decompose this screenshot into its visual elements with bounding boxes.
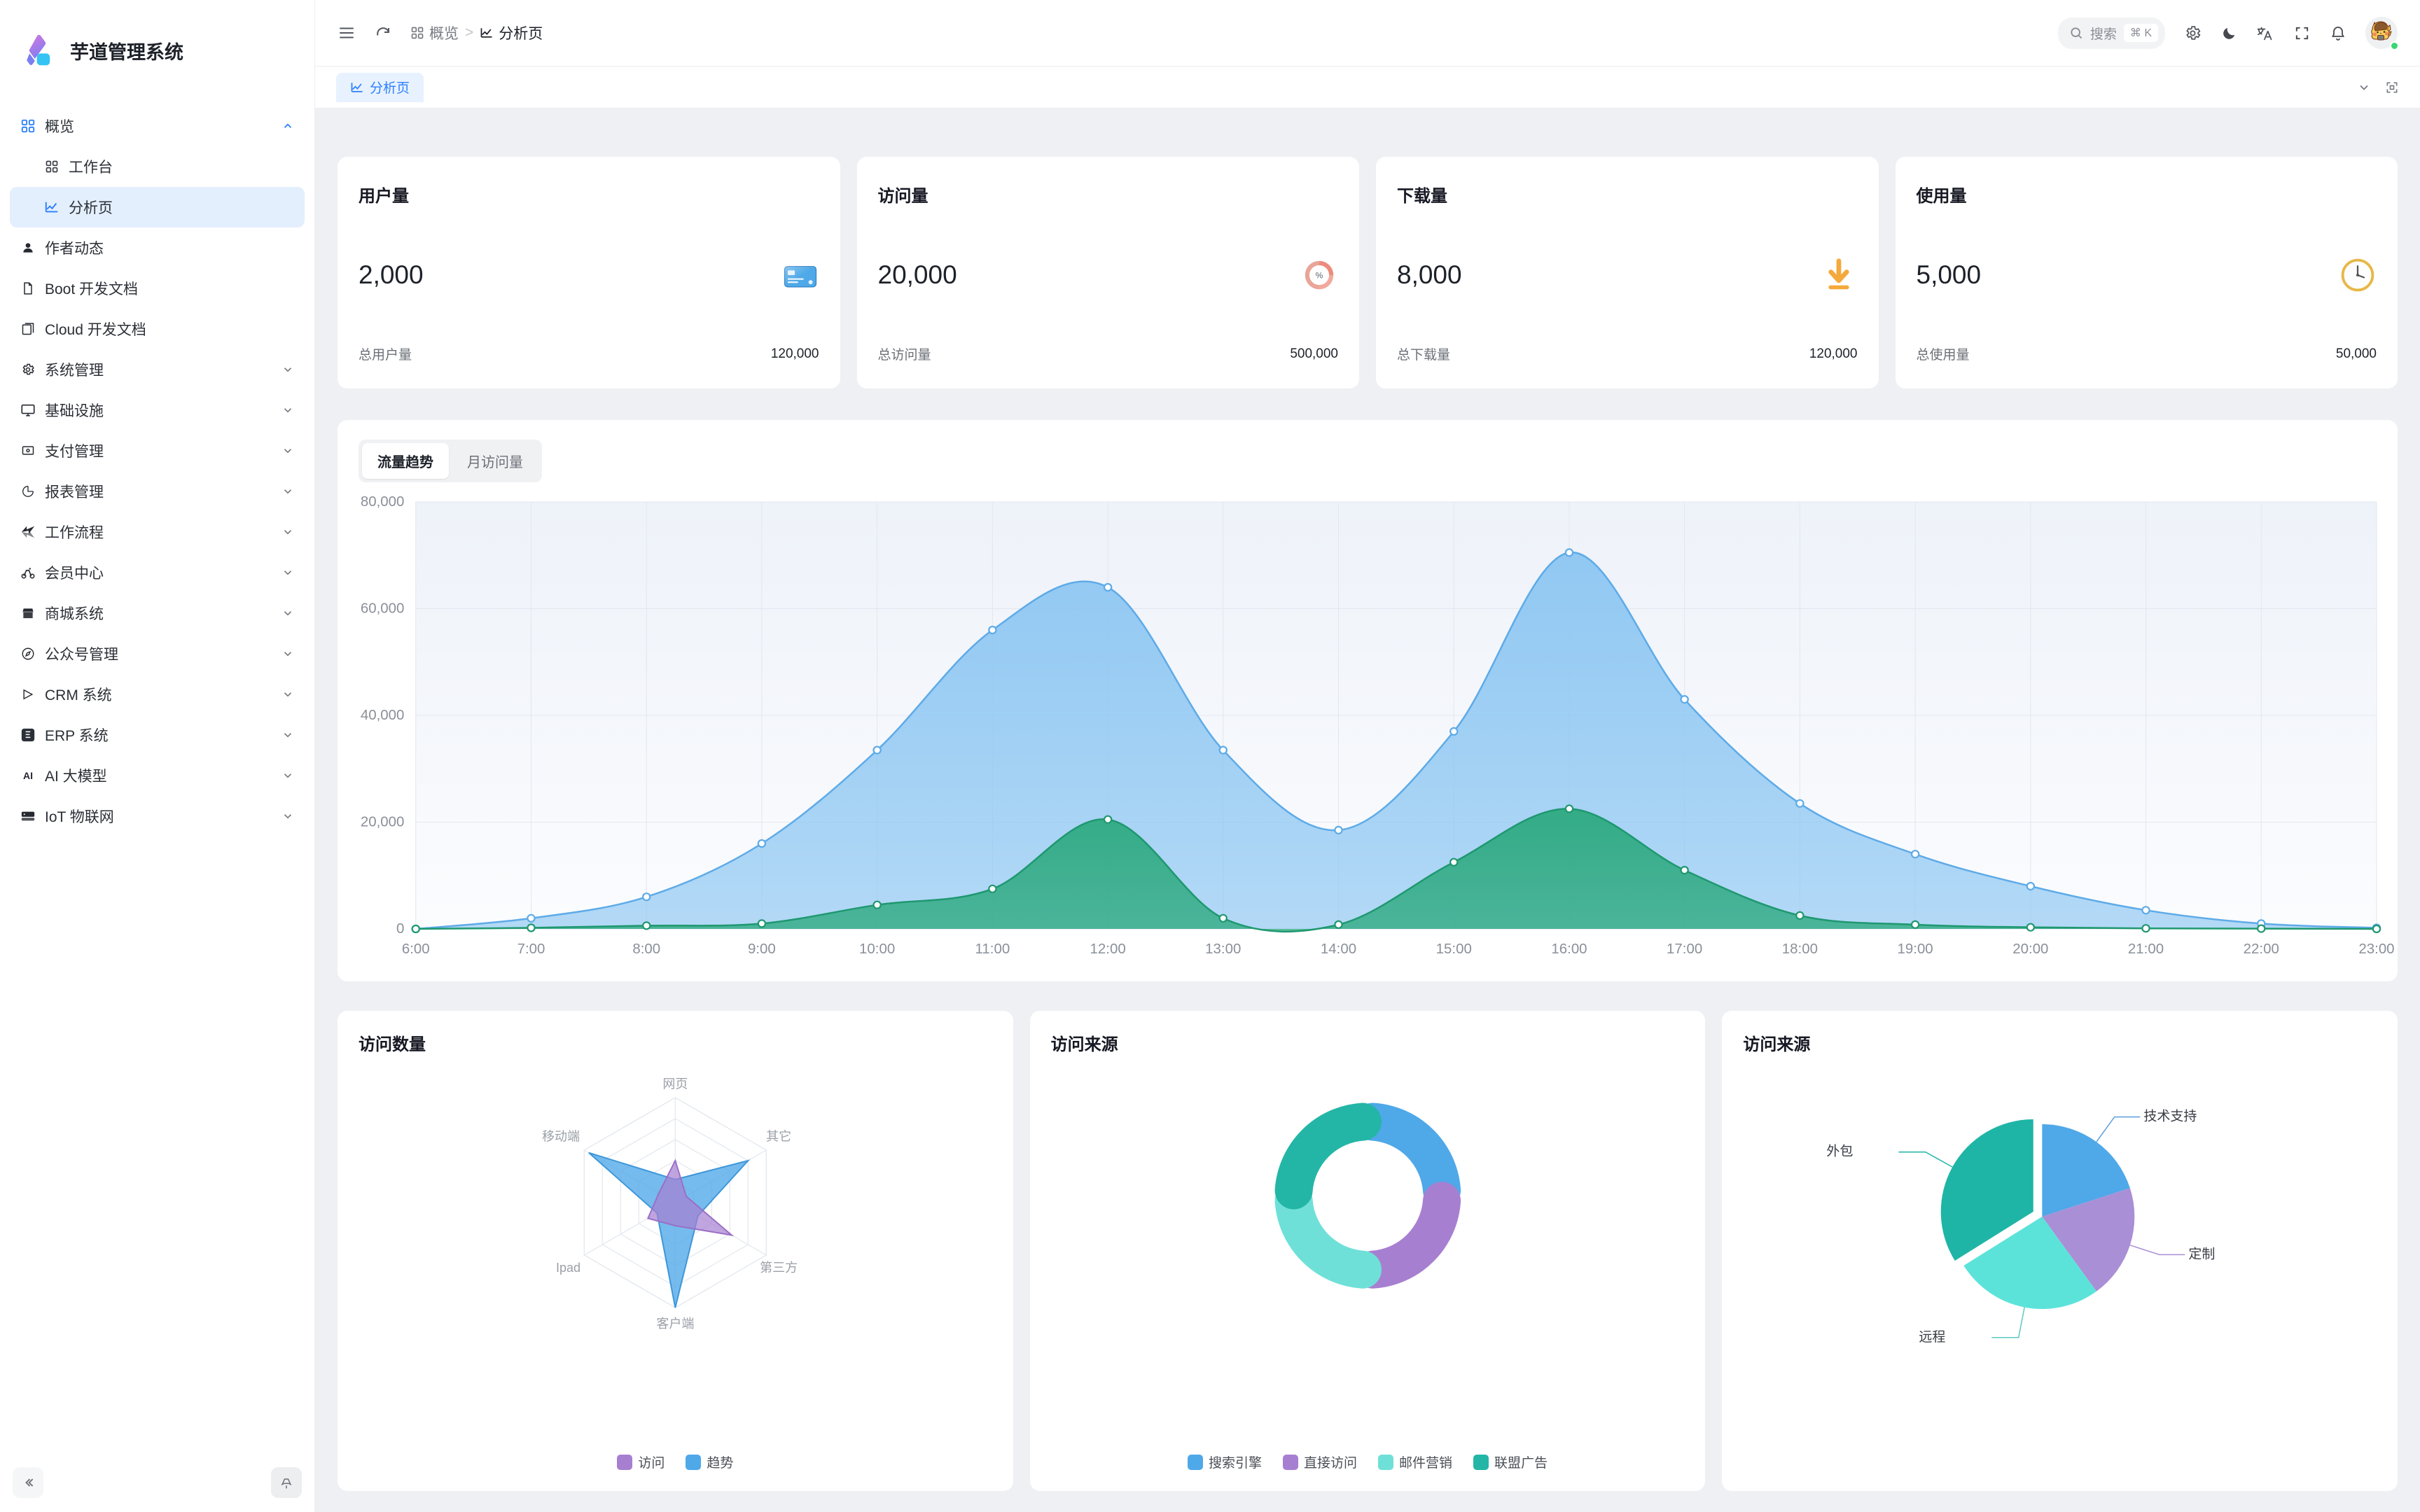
svg-text:60,000: 60,000 [361,601,405,617]
svg-text:80,000: 80,000 [361,494,405,510]
svg-text:14:00: 14:00 [1321,941,1356,957]
svg-text:8:00: 8:00 [632,941,660,957]
svg-text:技术支持: 技术支持 [2144,1109,2197,1124]
svg-text:10:00: 10:00 [859,941,895,957]
svg-text:第三方: 第三方 [760,1261,798,1275]
svg-text:定制: 定制 [2189,1246,2216,1261]
svg-text:18:00: 18:00 [1782,941,1818,957]
svg-text:20,000: 20,000 [361,815,405,830]
svg-text:40,000: 40,000 [361,708,405,723]
svg-text:6:00: 6:00 [402,941,430,957]
svg-text:其它: 其它 [766,1129,791,1143]
svg-text:远程: 远程 [1919,1329,1946,1345]
svg-text:客户端: 客户端 [656,1317,694,1331]
svg-text:9:00: 9:00 [748,941,776,957]
svg-text:网页: 网页 [662,1077,688,1091]
svg-text:移动端: 移动端 [542,1129,580,1143]
svg-text:0: 0 [396,921,404,937]
svg-text:21:00: 21:00 [2128,941,2164,957]
svg-text:7:00: 7:00 [517,941,545,957]
svg-text:20:00: 20:00 [2012,941,2048,957]
svg-text:%: % [1316,270,1323,280]
svg-text:外包: 外包 [1827,1144,1854,1159]
svg-text:13:00: 13:00 [1205,941,1241,957]
svg-text:11:00: 11:00 [975,941,1010,957]
svg-text:15:00: 15:00 [1436,941,1472,957]
svg-text:16:00: 16:00 [1551,941,1587,957]
svg-text:23:00: 23:00 [2358,941,2394,957]
svg-text:12:00: 12:00 [1090,941,1126,957]
svg-text:19:00: 19:00 [1898,941,1933,957]
svg-text:17:00: 17:00 [1667,941,1702,957]
svg-text:22:00: 22:00 [2244,941,2279,957]
svg-text:Ipad: Ipad [556,1261,580,1275]
